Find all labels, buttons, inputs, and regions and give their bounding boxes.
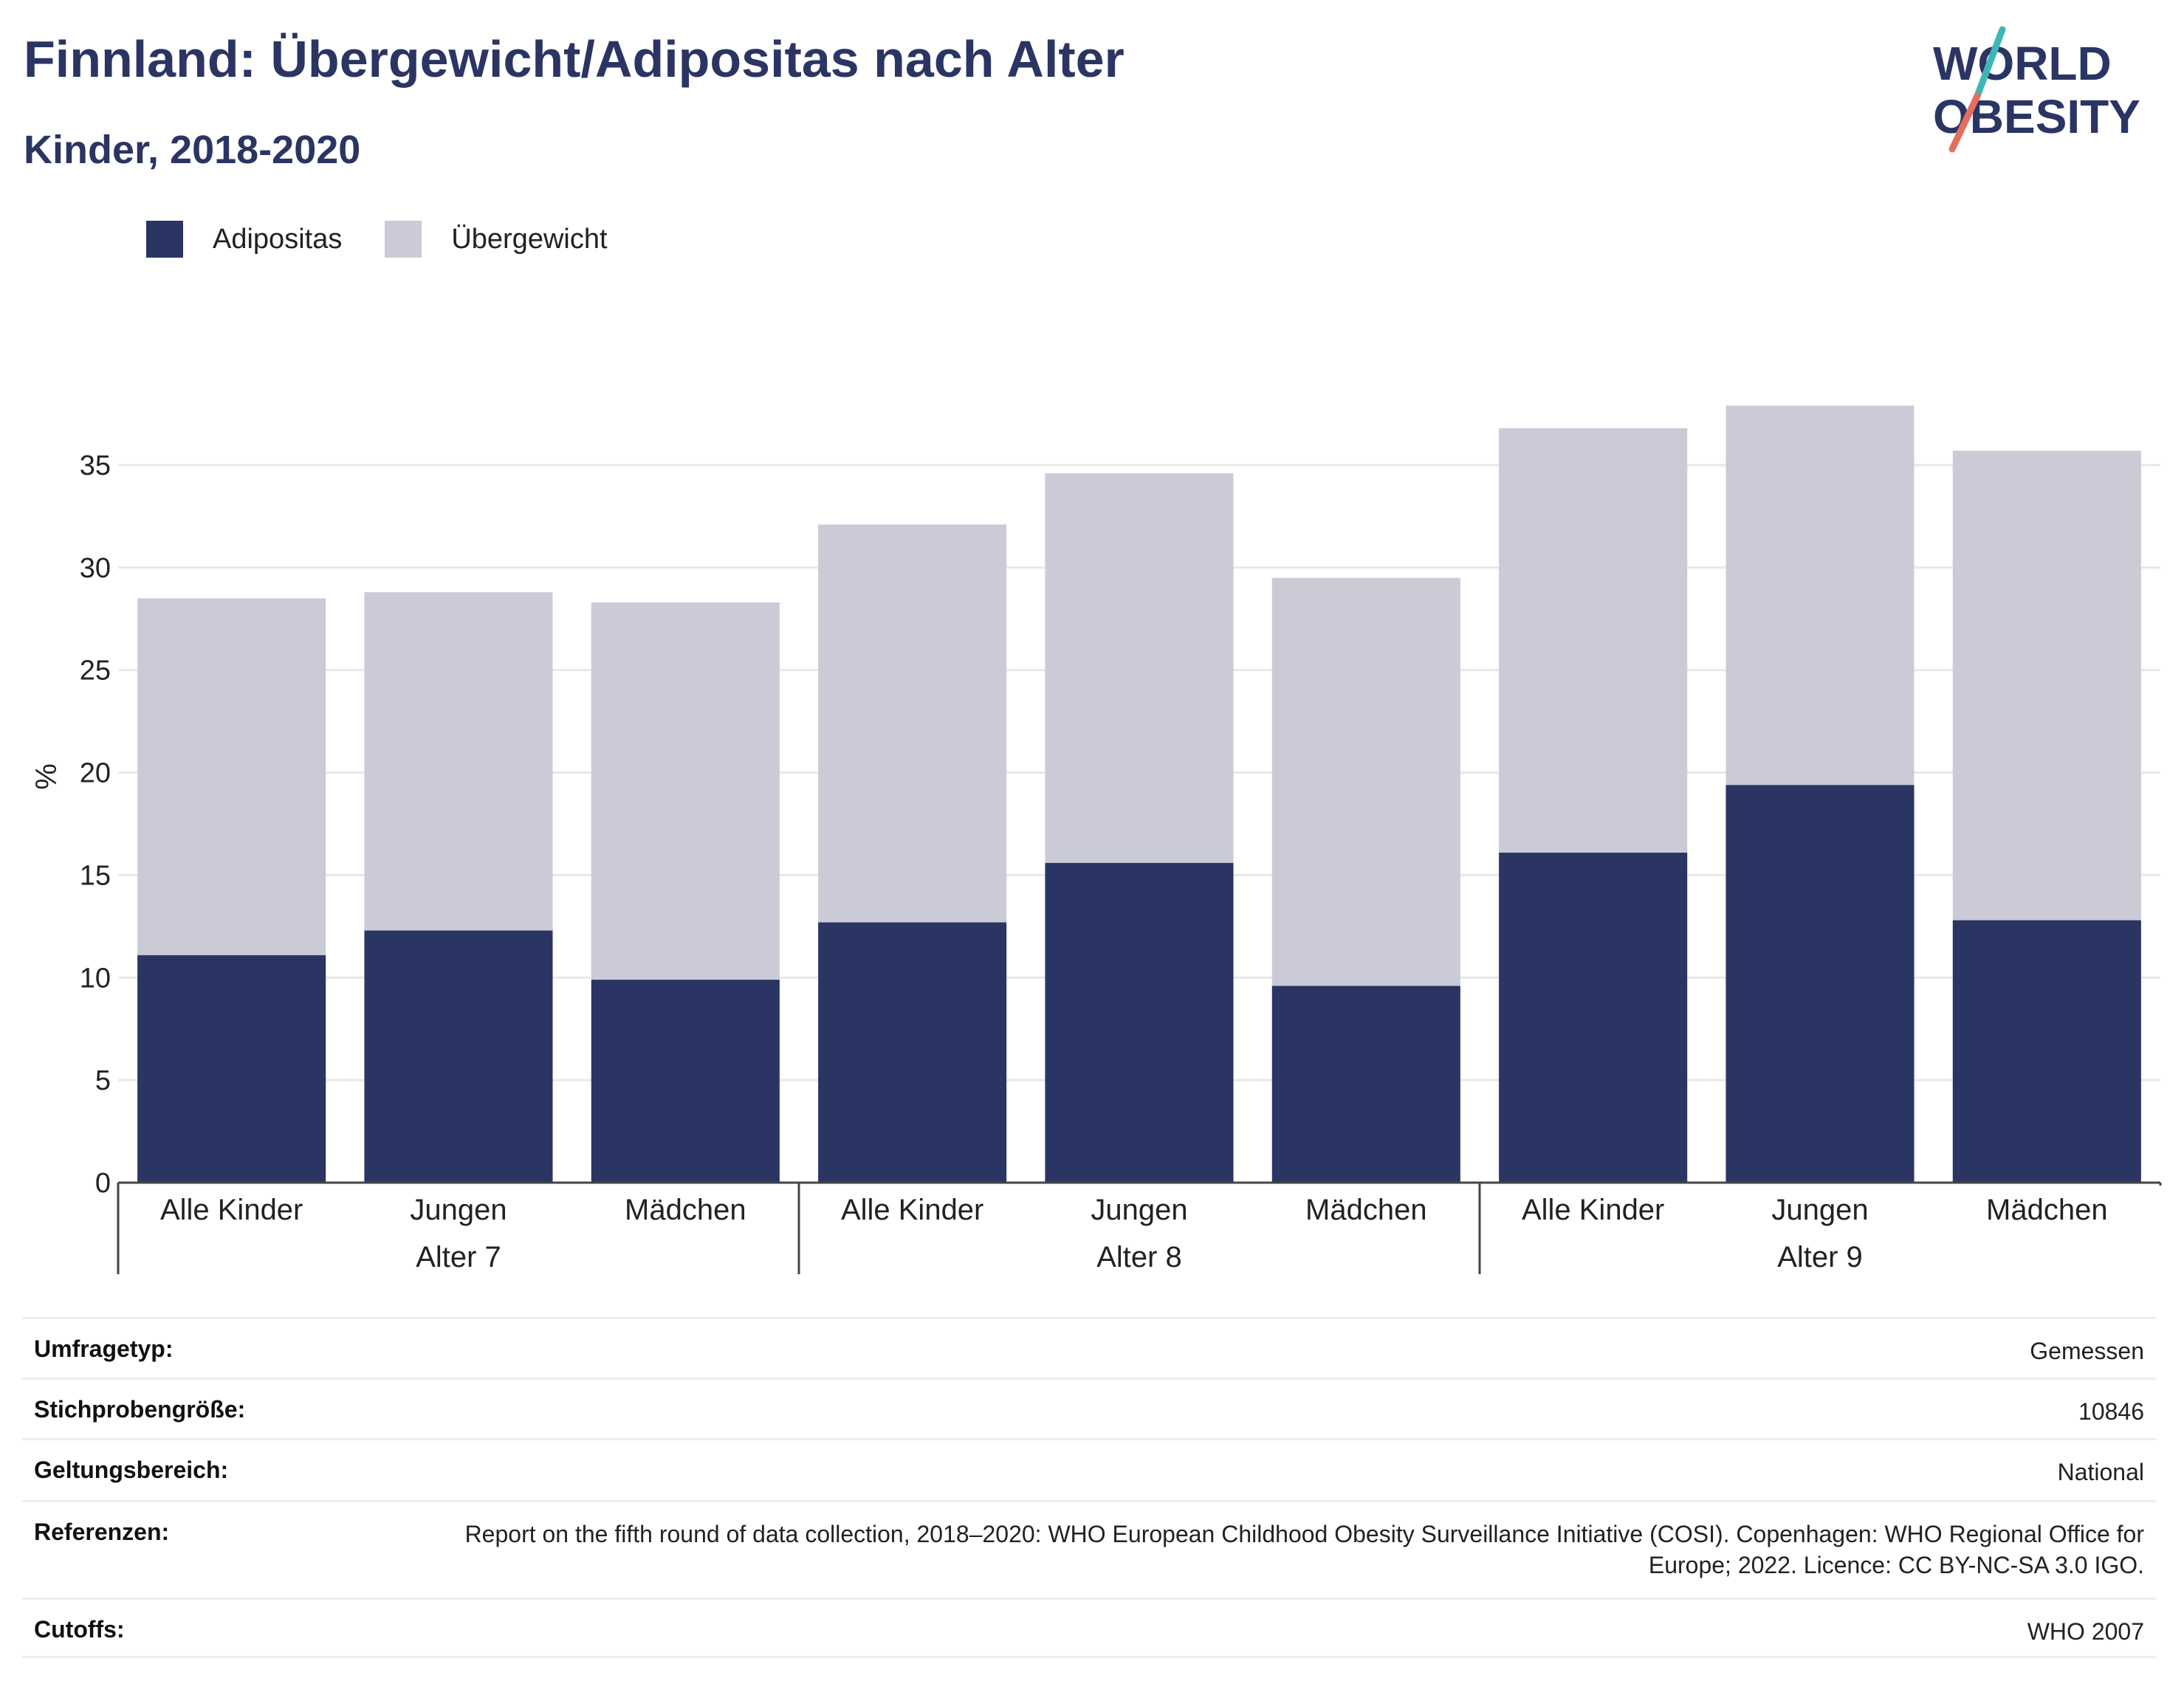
x-group-label: Alter 7 [416,1241,501,1273]
x-tick-label: Alle Kinder [841,1194,983,1226]
logo-text-world: WORLD [1933,37,2112,90]
x-group-label: Alter 9 [1777,1241,1863,1273]
chart-title: Finnland: Übergewicht/Adipositas nach Al… [24,30,1124,88]
x-tick-label: Jungen [410,1194,506,1226]
meta-row-umfragetyp: Umfragetyp: Gemessen [22,1317,2156,1378]
bar-adipositas [591,980,780,1183]
bar-adipositas [137,955,326,1183]
legend-item-uebergewicht[interactable]: Übergewicht [385,221,608,258]
meta-row-geltungsbereich: Geltungsbereich: National [22,1438,2156,1500]
meta-label: Referenzen: [34,1519,170,1545]
bar-adipositas [1499,852,1688,1183]
legend-label-uebergewicht: Übergewicht [451,223,608,255]
bar-adipositas [1725,785,1915,1183]
y-tick-label: 0 [95,1168,111,1199]
bar-uebergewicht [364,592,553,931]
bar-uebergewicht [1725,405,1915,785]
meta-label: Cutoffs: [34,1616,125,1643]
bar-chart: 0 5 10 15 20 25 30 35% Alle Kinder Jungen Mädchen A… [30,405,2162,1274]
y-tick-label: 15 [80,860,111,891]
y-tick-label: 5 [95,1065,111,1096]
y-tick-label: 10 [80,963,111,994]
bar-uebergewicht [591,602,780,980]
legend-item-adipositas[interactable]: Adipositas [146,221,342,258]
meta-value: National [2057,1459,2144,1485]
bar-adipositas [818,922,1007,1183]
meta-value: Report on the fifth round of data collec… [464,1521,2144,1578]
bar-adipositas [364,930,553,1183]
logo-slash-teal [1974,26,2006,100]
x-group-label: Alter 8 [1096,1241,1182,1273]
legend-label-adipositas: Adipositas [213,223,343,255]
bar-adipositas [1952,920,2141,1183]
meta-row-cutoffs: Cutoffs: WHO 2007 [22,1598,2156,1658]
meta-row-referenzen: Referenzen: Report on the fifth round of… [22,1500,2156,1598]
bar-adipositas [1045,862,1234,1183]
meta-label: Stichprobengröße: [34,1396,246,1423]
x-tick-label: Mädchen [1305,1194,1427,1226]
x-tick-label: Alle Kinder [1522,1194,1664,1226]
meta-value: WHO 2007 [2027,1618,2144,1645]
world-obesity-logo: WORLD OBESITY [1933,26,2140,153]
legend-swatch-uebergewicht [385,221,422,258]
meta-value: 10846 [2078,1398,2144,1425]
x-tick-label: Mädchen [625,1194,746,1226]
bar-uebergewicht [818,524,1007,923]
x-tick-label: Mädchen [1986,1194,2108,1226]
bar-uebergewicht [137,598,326,955]
y-tick-label: 25 [80,656,111,687]
bar-uebergewicht [1045,473,1234,863]
meta-value: Gemessen [2030,1338,2144,1364]
logo-slash-coral [1948,92,1981,153]
y-tick-label: 20 [80,758,111,789]
y-axis-label: % [30,763,63,790]
metadata-table: Umfragetyp: Gemessen Stichprobengröße: 1… [22,1317,2156,1658]
chart-subtitle: Kinder, 2018-2020 [24,128,361,172]
bar-uebergewicht [1499,428,1688,853]
meta-row-stichprobengroesse: Stichprobengröße: 10846 [22,1378,2156,1438]
meta-label: Geltungsbereich: [34,1457,229,1483]
bar-uebergewicht [1271,577,1460,986]
meta-label: Umfragetyp: [34,1335,174,1362]
legend: Adipositas Übergewicht [146,219,650,260]
y-tick-label: 35 [80,450,111,481]
x-tick-label: Jungen [1091,1194,1187,1226]
x-tick-label: Jungen [1771,1194,1868,1226]
x-tick-label: Alle Kinder [160,1194,303,1226]
bar-adipositas [1271,986,1460,1183]
bar-uebergewicht [1952,450,2141,921]
legend-swatch-adipositas [146,221,183,258]
y-tick-label: 30 [80,553,111,584]
